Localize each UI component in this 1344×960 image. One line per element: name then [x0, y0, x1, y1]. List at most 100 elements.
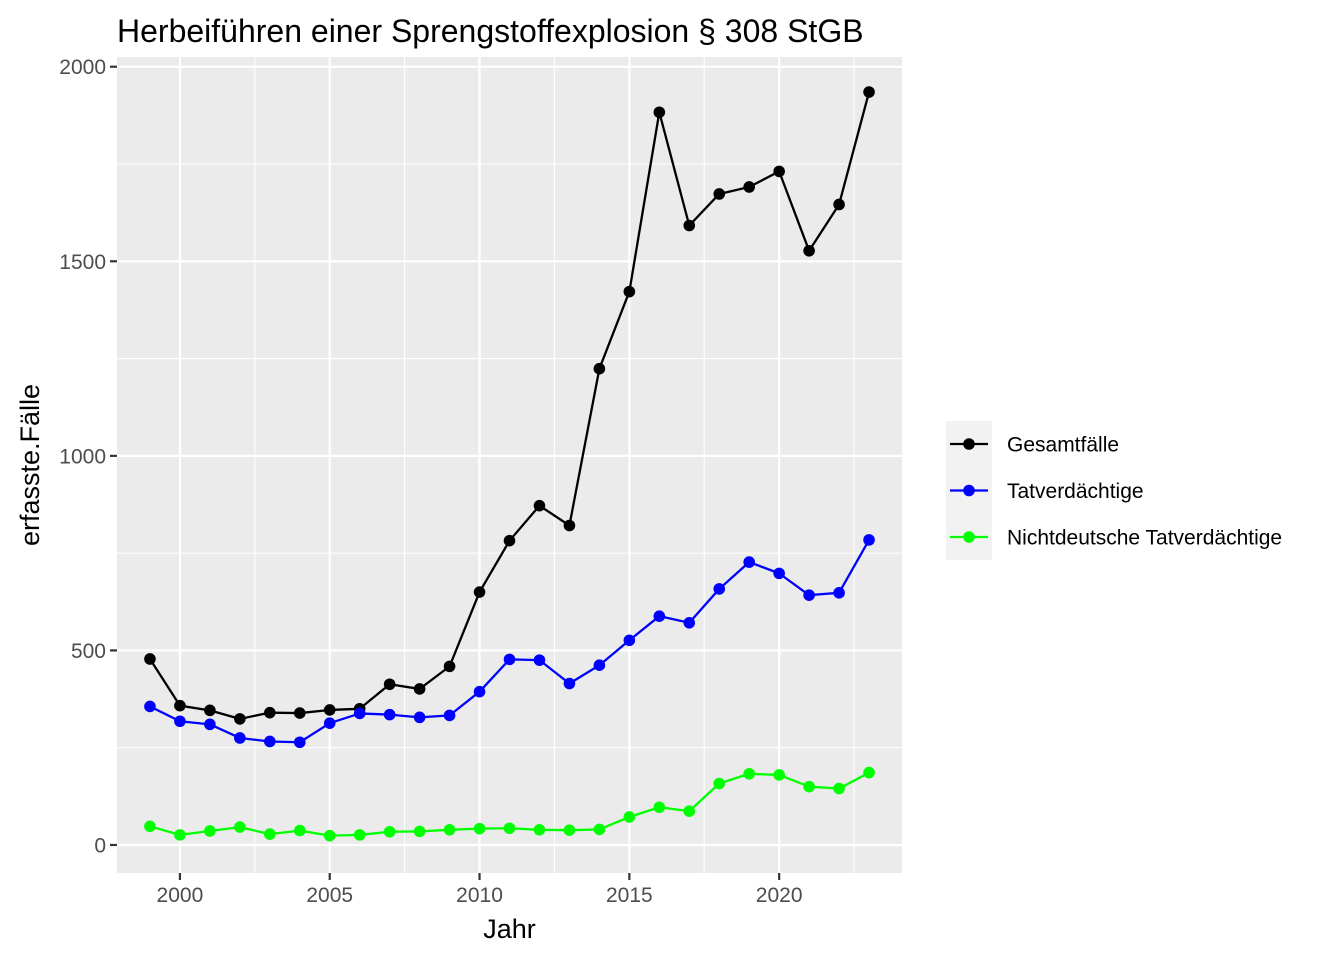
data-point — [713, 188, 726, 200]
data-point — [473, 586, 486, 598]
data-point — [533, 824, 546, 836]
data-point — [833, 782, 845, 795]
data-point — [383, 825, 396, 838]
data-point — [204, 718, 216, 731]
series-layer — [144, 86, 875, 842]
data-point — [653, 801, 666, 814]
data-point — [713, 583, 726, 595]
data-point — [204, 704, 216, 717]
plot-panel — [117, 57, 902, 873]
y-tick-label: 500 — [71, 640, 106, 663]
data-point — [623, 634, 636, 647]
data-point — [773, 769, 785, 781]
data-point — [593, 362, 606, 375]
data-point — [204, 825, 216, 837]
data-point — [833, 587, 845, 599]
data-point — [144, 820, 156, 833]
data-point — [743, 181, 755, 193]
data-point — [443, 824, 456, 836]
legend-label: Gesamtfälle — [1007, 434, 1119, 457]
data-point — [443, 660, 456, 673]
data-point — [293, 824, 306, 837]
grid-major — [117, 57, 902, 873]
data-point — [713, 777, 726, 790]
y-tick-label: 2000 — [59, 56, 106, 79]
data-point — [503, 534, 516, 547]
x-axis: 2000 2005 2010 2015 2020 — [157, 873, 803, 907]
data-point — [773, 567, 785, 580]
data-point — [593, 823, 606, 836]
data-point — [413, 825, 426, 838]
data-point — [144, 700, 156, 713]
data-point — [653, 106, 666, 119]
x-tick-label: 2015 — [606, 884, 653, 907]
data-point — [413, 711, 426, 724]
data-point — [264, 706, 276, 719]
data-point — [443, 709, 456, 722]
data-point — [863, 86, 875, 98]
data-point — [174, 715, 186, 728]
data-point — [473, 822, 486, 835]
data-point — [503, 653, 516, 666]
y-axis-title: erfasste.Fälle — [15, 384, 45, 546]
legend-label: Nichtdeutsche Tatverdächtige — [1007, 527, 1282, 550]
legend-key-point — [963, 531, 975, 543]
data-point — [683, 219, 696, 232]
y-tick-label: 1000 — [59, 445, 106, 468]
data-point — [144, 653, 156, 665]
data-point — [623, 811, 636, 823]
data-point — [833, 198, 845, 211]
data-point — [503, 822, 516, 835]
legend-label: Tatverdächtige — [1007, 480, 1144, 503]
data-point — [264, 828, 276, 840]
data-point — [353, 707, 366, 720]
data-point — [323, 829, 336, 842]
data-point — [653, 610, 666, 622]
data-point — [743, 767, 755, 780]
data-point — [743, 556, 755, 568]
data-point — [533, 654, 546, 666]
x-tick-label: 2000 — [157, 884, 204, 907]
data-point — [323, 704, 336, 716]
x-axis-title: Jahr — [483, 914, 536, 944]
data-point — [174, 699, 186, 712]
data-point — [473, 685, 486, 698]
data-point — [383, 708, 396, 721]
data-point — [683, 805, 696, 817]
data-point — [773, 165, 785, 178]
y-axis: 0 500 1000 1500 2000 — [59, 56, 117, 857]
data-point — [533, 499, 546, 512]
y-tick-label: 0 — [94, 834, 106, 857]
series-1 — [144, 86, 875, 725]
data-point — [174, 829, 186, 841]
data-point — [683, 616, 696, 629]
data-point — [803, 244, 815, 257]
data-point — [563, 824, 576, 836]
data-point — [234, 713, 246, 725]
data-point — [293, 707, 306, 719]
grid-minor — [117, 57, 902, 873]
y-tick-label: 1500 — [59, 251, 106, 274]
data-point — [563, 519, 576, 532]
data-point — [863, 534, 875, 546]
x-tick-label: 2020 — [756, 884, 803, 907]
data-point — [593, 659, 606, 672]
data-point — [413, 683, 426, 695]
data-point — [623, 285, 636, 298]
data-point — [803, 589, 815, 601]
data-point — [863, 766, 875, 779]
data-point — [383, 678, 396, 691]
data-point — [234, 821, 246, 833]
data-point — [323, 717, 336, 729]
chart-title: Herbeiführen einer Sprengstoffexplosion … — [117, 13, 864, 49]
data-point — [563, 677, 576, 690]
legend-key-point — [963, 484, 975, 497]
legend-key-point — [963, 438, 975, 450]
series-2 — [144, 534, 875, 749]
data-point — [264, 735, 276, 748]
data-point — [234, 732, 246, 744]
data-point — [353, 829, 366, 841]
data-point — [803, 780, 815, 793]
series-3 — [144, 766, 875, 842]
